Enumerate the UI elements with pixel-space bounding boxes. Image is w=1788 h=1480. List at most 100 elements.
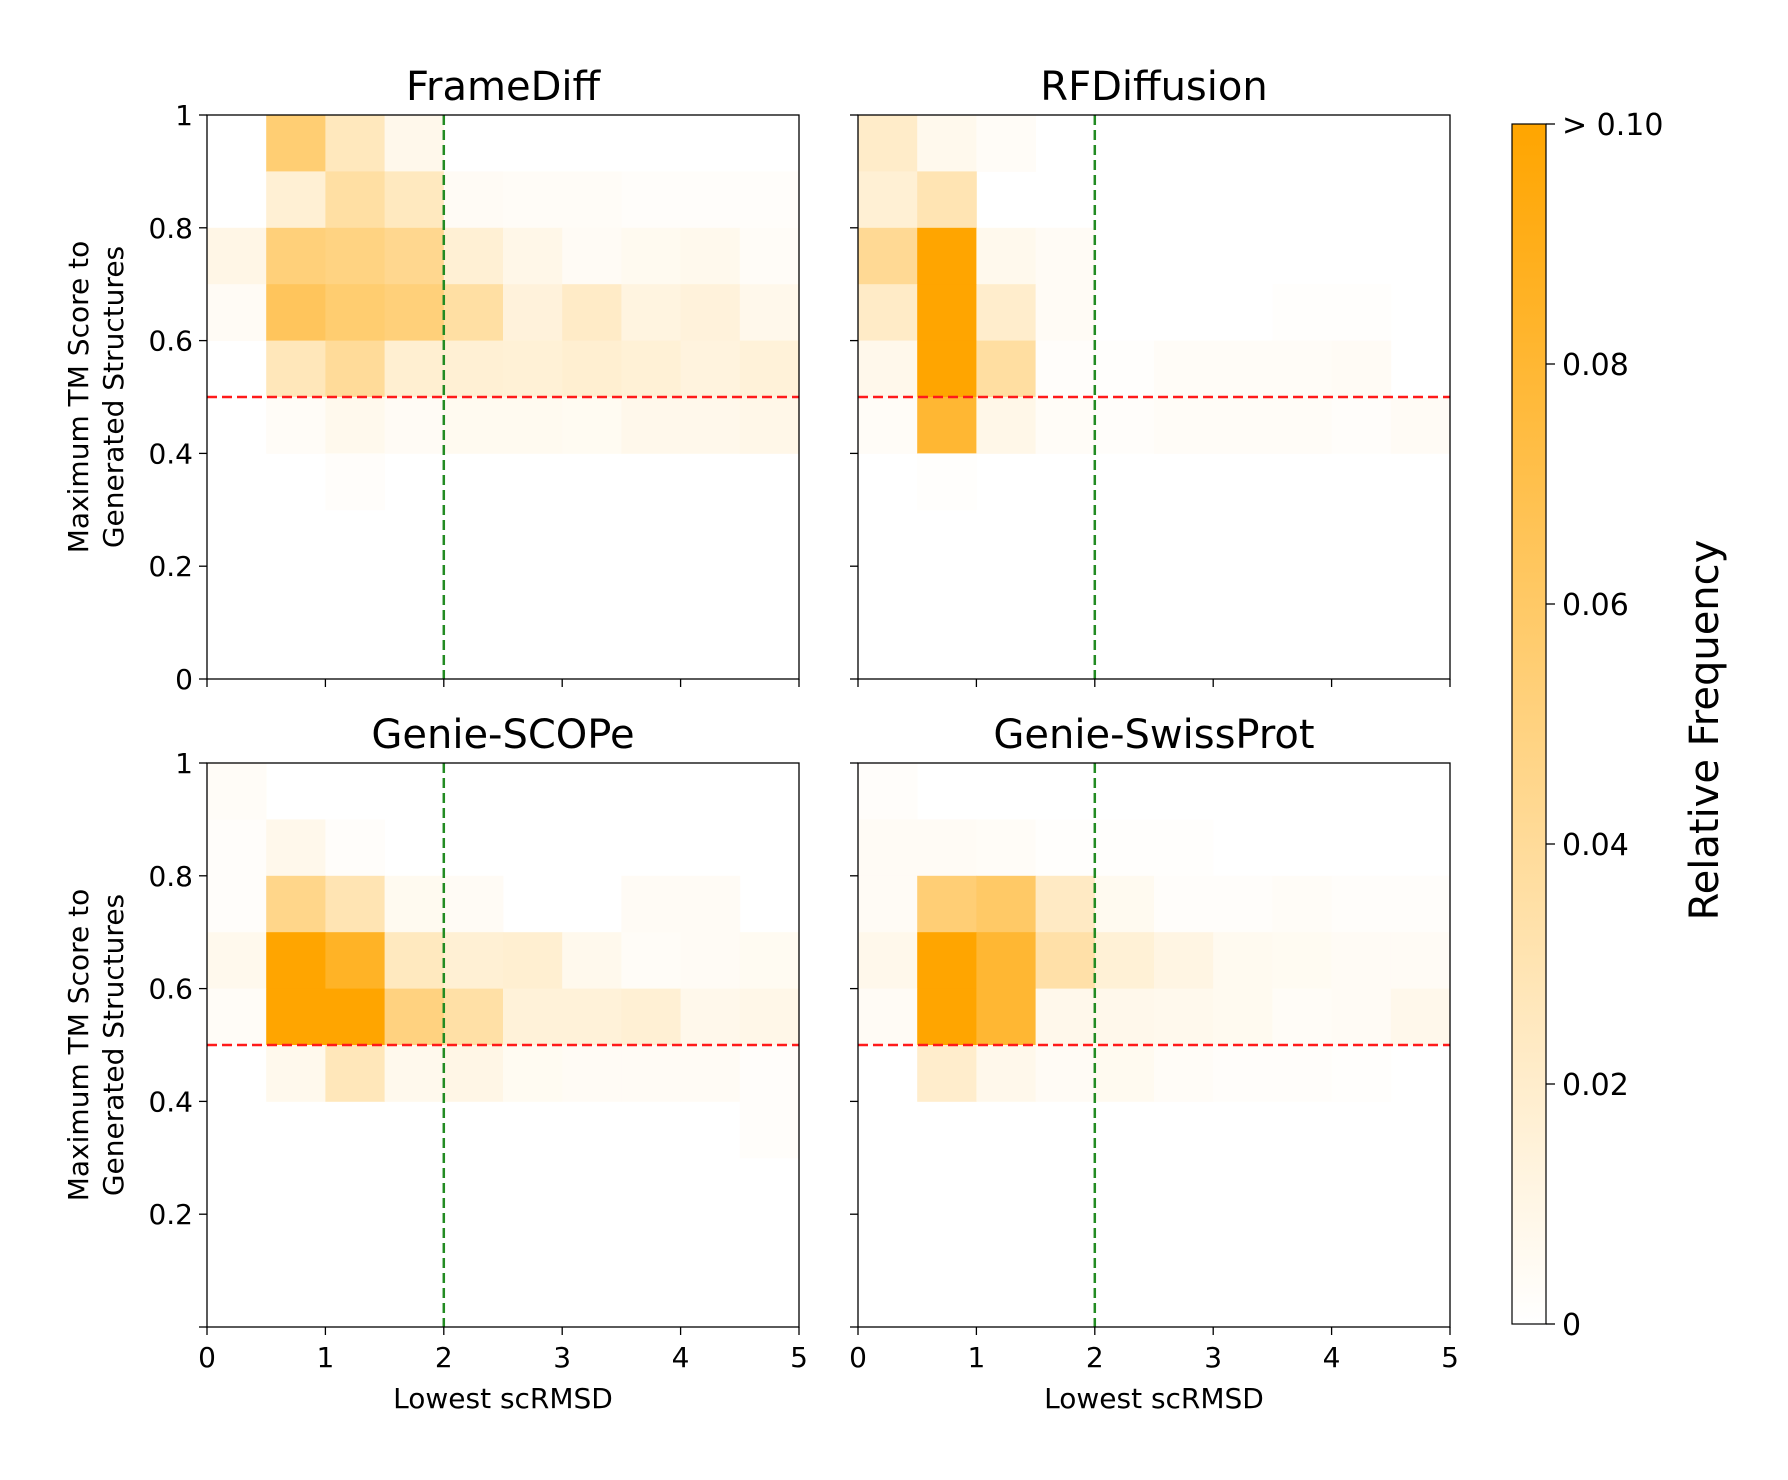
- heatmap-cell: [443, 875, 504, 933]
- panel-rfdiffusion: RFDiffusion: [850, 64, 1451, 687]
- x-axis-label: Lowest scRMSD: [393, 1382, 613, 1415]
- heatmap-cell: [1035, 932, 1096, 989]
- y-tick-label: 0.2: [148, 1198, 193, 1231]
- heatmap-cell: [621, 988, 681, 1046]
- heatmap-cell: [858, 397, 918, 454]
- heatmap-cell: [621, 932, 681, 989]
- heatmap-cell: [858, 819, 918, 877]
- heatmap-cell: [739, 1101, 800, 1159]
- heatmap-cell: [858, 763, 918, 820]
- heatmap-cell: [1035, 340, 1096, 398]
- colorbar-tick-label: 0.02: [1562, 1068, 1629, 1103]
- heatmap-cell: [1094, 1045, 1155, 1102]
- heatmap-cell: [680, 284, 741, 341]
- heatmap-cell: [917, 1045, 977, 1102]
- heatmap-cell: [443, 932, 504, 989]
- x-tick-label: 5: [1441, 1341, 1459, 1374]
- heatmap-cell: [917, 227, 977, 285]
- heatmap-cell: [858, 875, 918, 933]
- heatmap-cell: [562, 171, 622, 229]
- heatmap-cell: [443, 988, 504, 1046]
- heatmap-cell: [1035, 819, 1096, 877]
- heatmap-cell: [1331, 397, 1392, 454]
- x-tick-label: 5: [790, 1341, 808, 1374]
- y-tick-label: 0.4: [148, 1085, 193, 1118]
- heatmap-cell: [1331, 988, 1392, 1046]
- colorbar-tick-label: 0: [1562, 1308, 1581, 1343]
- heatmap-cell: [562, 988, 622, 1046]
- heatmap-cell: [266, 284, 326, 341]
- panel-title: Genie-SCOPe: [371, 712, 634, 758]
- heatmap-cell: [858, 115, 918, 172]
- heatmap-cell: [443, 397, 504, 454]
- heatmap-cell: [384, 932, 445, 989]
- heatmap-cell: [1272, 988, 1332, 1046]
- heatmap-cell: [384, 397, 445, 454]
- heatmap-cell: [325, 171, 385, 229]
- heatmap-cell: [917, 875, 977, 933]
- heatmap-cell: [739, 1045, 800, 1102]
- heatmap-cell: [207, 988, 267, 1046]
- heatmap-cell: [1390, 875, 1451, 933]
- heatmap-cell: [384, 284, 445, 341]
- heatmap-cell: [1272, 875, 1332, 933]
- heatmap-cell: [1390, 932, 1451, 989]
- heatmap-cell: [976, 819, 1036, 877]
- heatmap-cell: [325, 227, 385, 285]
- x-tick-label: 1: [967, 1341, 985, 1374]
- heatmap-cell: [562, 340, 622, 398]
- heatmap-cell: [917, 284, 977, 341]
- heatmap-cell: [1390, 397, 1451, 454]
- heatmap-cell: [621, 171, 681, 229]
- heatmap-cell: [1213, 932, 1273, 989]
- heatmap-cell: [384, 1045, 445, 1102]
- heatmap-cell: [621, 875, 681, 933]
- heatmap-cell: [266, 819, 326, 877]
- heatmap-cell: [1213, 340, 1273, 398]
- heatmap-cell: [1272, 1045, 1332, 1102]
- heatmap-cell: [207, 763, 267, 820]
- heatmap-cell: [384, 115, 445, 172]
- heatmap-cell: [503, 171, 563, 229]
- y-tick-label: 0.4: [148, 437, 193, 470]
- heatmap-cell: [266, 397, 326, 454]
- heatmap-cell: [1154, 875, 1214, 933]
- heatmap-cell: [1035, 988, 1096, 1046]
- heatmap-cell: [384, 340, 445, 398]
- heatmap-cell: [562, 932, 622, 989]
- heatmap-cell: [680, 932, 741, 989]
- heatmap-cell: [621, 340, 681, 398]
- heatmap-cell: [266, 340, 326, 398]
- heatmap-cell: [1094, 932, 1155, 989]
- colorbar: 0 0.02 0.04 0.06 0.08 > 0.10 Relative Frequenc…: [1511, 108, 1728, 1343]
- x-axis-label: Lowest scRMSD: [1044, 1382, 1264, 1415]
- heatmap-cell: [325, 819, 385, 877]
- heatmap-cell: [1094, 340, 1155, 398]
- heatmap-cell: [1154, 1045, 1214, 1102]
- heatmap-cell: [621, 284, 681, 341]
- heatmap-cell: [443, 171, 504, 229]
- heatmap-cell: [680, 171, 741, 229]
- heatmap-cell: [621, 227, 681, 285]
- heatmap-cell: [680, 227, 741, 285]
- heatmap-cell: [1272, 340, 1332, 398]
- heatmap-cell: [562, 1045, 622, 1102]
- heatmap-cell: [858, 988, 918, 1046]
- heatmap-cell: [1213, 1045, 1273, 1102]
- heatmap-cell: [1035, 875, 1096, 933]
- heatmap-cell: [443, 227, 504, 285]
- heatmap-cell: [1390, 988, 1451, 1046]
- heatmap-cell: [917, 988, 977, 1046]
- heatmap-cell: [325, 988, 385, 1046]
- heatmap-cell: [1331, 340, 1392, 398]
- heatmap-cell: [384, 988, 445, 1046]
- heatmap-cell: [503, 932, 563, 989]
- heatmap-cell: [858, 284, 918, 341]
- heatmap-cell: [1213, 397, 1273, 454]
- heatmap-cell: [917, 115, 977, 172]
- heatmap-cell: [976, 1045, 1036, 1102]
- heatmap-cell: [503, 227, 563, 285]
- heatmap-cell: [976, 227, 1036, 285]
- heatmap-cell: [562, 227, 622, 285]
- heatmap-cell: [858, 227, 918, 285]
